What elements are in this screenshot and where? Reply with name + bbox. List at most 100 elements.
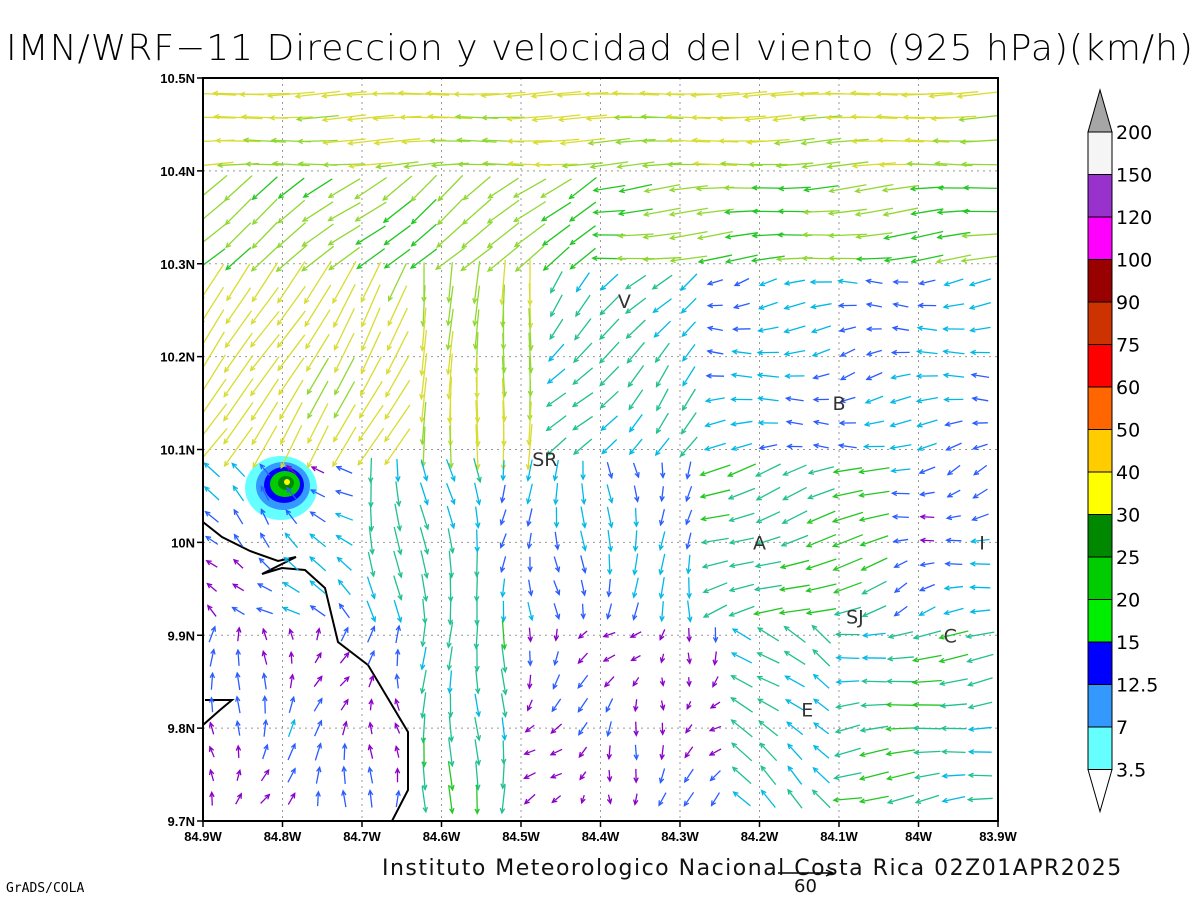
wind-arrow [341,765,347,785]
wind-arrow [690,91,740,98]
wind-arrow [691,137,739,143]
wind-arrow [421,574,429,603]
wind-arrow [914,794,940,804]
wind-arrow [280,401,303,446]
wind-arrow [889,444,912,451]
wind-arrow [551,795,562,804]
wind-arrow [859,535,889,547]
wind-arrow [204,535,219,545]
wind-arrow [203,485,220,501]
wind-arrow [314,651,322,664]
wind-arrow [500,693,508,719]
wind-arrow [960,255,998,264]
wind-arrow [472,285,481,327]
wind-arrow [965,631,995,639]
wind-arrow [758,278,778,287]
wind-arrow [771,114,817,123]
wind-arrow [301,201,334,223]
wind-arrow [486,199,520,224]
wind-arrow [918,606,936,616]
wind-arrow [837,302,857,309]
wind-arrow [574,318,592,341]
wind-arrow [435,247,466,270]
city-label: SJ [846,607,864,629]
wind-arrow [967,701,993,710]
colorbar-label: 75 [1116,335,1140,357]
wind-arrow [784,675,805,688]
wind-arrow [726,463,757,477]
wind-arrow [580,530,588,552]
wind-arrow [328,246,361,271]
wind-arrow [658,531,666,552]
wind-arrow [580,603,586,620]
wind-arrow [436,198,464,226]
wind-arrow [527,650,533,667]
wind-arrow [687,600,693,623]
wind-arrow [309,489,326,498]
wind-arrow [395,624,402,644]
wind-arrow [760,789,776,808]
wind-arrow [513,201,547,223]
lon-tick-label: 83.9W [979,829,1017,844]
wind-arrow [681,321,696,338]
wind-arrow [499,484,506,504]
wind-arrow [339,675,350,687]
wind-arrow [919,537,935,544]
wind-arrow [480,114,525,121]
wind-arrow [958,114,998,123]
wind-arrow [577,697,589,713]
wind-arrow [514,245,545,272]
wind-arrow [437,174,464,202]
wind-arrow [837,443,857,449]
wind-arrow [225,246,252,271]
wind-arrow [826,161,869,170]
wind-arrow [831,511,864,524]
wind-arrow [366,600,377,623]
wind-arrow [890,349,910,356]
wind-arrow [805,558,837,571]
wind-arrow [614,138,656,145]
wind-arrow [276,222,306,249]
wind-arrow [327,224,361,246]
wind-arrow [208,745,215,758]
wind-arrow [809,279,832,285]
wind-arrow [337,579,351,596]
wind-arrow [368,527,375,556]
wind-arrow [627,365,645,388]
wind-arrow [395,458,401,483]
wind-arrow [523,772,536,780]
wind-arrow [862,443,885,450]
wind-arrow [403,161,444,170]
wind-arrow [354,176,388,200]
wind-arrow [203,223,227,246]
wind-arrow [500,762,506,790]
wind-arrow [700,537,729,545]
wind-arrow [235,648,242,666]
wind-arrow [561,162,604,169]
wind-arrow [512,178,547,198]
wind-arrow [616,232,654,239]
wind-arrow [928,91,979,99]
wind-arrow [553,603,561,621]
wind-arrow [686,627,692,643]
wind-arrow [527,579,534,597]
wind-arrow [268,115,313,121]
wind-arrow [569,225,596,246]
wind-arrow [781,510,808,524]
wind-arrow [861,605,887,618]
wind-arrow [680,412,697,435]
wind-arrow [807,466,835,475]
wind-arrow [668,207,708,217]
wind-arrow [783,279,806,286]
lon-tick-label: 84.3W [661,829,699,844]
wind-arrow [523,749,536,756]
wind-arrow [786,443,803,450]
wind-arrow [553,507,560,529]
wind-arrow [911,702,942,708]
wind-arrow [419,482,429,506]
wind-arrow [943,278,964,287]
wind-arrow [394,503,402,532]
wind-arrow [832,467,863,475]
wind-arrow [285,464,297,475]
wind-arrow [858,467,890,475]
